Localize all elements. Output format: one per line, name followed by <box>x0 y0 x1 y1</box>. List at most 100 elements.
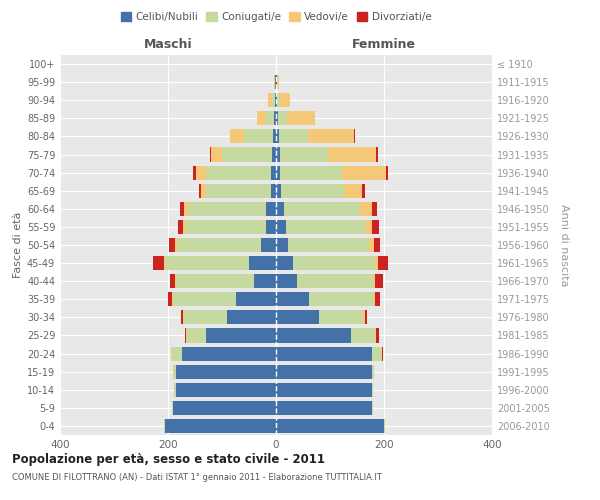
Bar <box>280 93 290 108</box>
Bar <box>386 166 388 179</box>
Bar <box>276 292 310 306</box>
Bar <box>277 75 278 89</box>
Text: Maschi: Maschi <box>143 38 193 52</box>
Bar <box>319 310 364 324</box>
Bar <box>276 166 280 179</box>
Bar <box>384 419 385 433</box>
Bar <box>183 310 184 324</box>
Bar <box>376 256 378 270</box>
Bar <box>271 166 276 179</box>
Bar <box>365 310 367 324</box>
Bar <box>274 112 276 126</box>
Bar <box>266 202 276 216</box>
Bar <box>182 346 276 360</box>
Bar <box>272 148 276 162</box>
Bar <box>287 112 316 126</box>
Bar <box>276 382 372 397</box>
Bar <box>268 93 272 108</box>
Bar <box>172 292 173 306</box>
Text: Popolazione per età, sesso e stato civile - 2011: Popolazione per età, sesso e stato civil… <box>12 452 325 466</box>
Bar <box>274 75 275 89</box>
Bar <box>354 130 355 143</box>
Bar <box>244 130 274 143</box>
Bar <box>365 220 372 234</box>
Bar <box>286 220 365 234</box>
Bar <box>343 184 362 198</box>
Bar <box>376 148 377 162</box>
Bar <box>308 130 354 143</box>
Bar <box>210 148 211 162</box>
Bar <box>185 328 186 342</box>
Bar <box>187 328 206 342</box>
Bar <box>310 292 374 306</box>
Bar <box>178 220 183 234</box>
Bar <box>280 166 343 179</box>
Bar <box>372 364 374 378</box>
Bar <box>350 328 375 342</box>
Bar <box>374 292 376 306</box>
Bar <box>296 274 373 288</box>
Bar <box>276 364 372 378</box>
Bar <box>196 166 206 179</box>
Bar <box>164 256 166 270</box>
Bar <box>186 328 187 342</box>
Bar <box>202 184 206 198</box>
Bar <box>276 328 350 342</box>
Bar <box>271 184 276 198</box>
Bar <box>372 220 379 234</box>
Bar <box>378 256 388 270</box>
Bar <box>177 238 261 252</box>
Bar <box>277 93 280 108</box>
Bar <box>199 184 202 198</box>
Bar <box>235 292 276 306</box>
Y-axis label: Anni di nascita: Anni di nascita <box>559 204 569 286</box>
Bar <box>376 292 380 306</box>
Bar <box>276 184 281 198</box>
Bar <box>266 112 274 126</box>
Bar <box>206 184 271 198</box>
Bar <box>193 166 196 179</box>
Bar <box>266 220 276 234</box>
Bar <box>276 310 319 324</box>
Bar <box>364 310 365 324</box>
Bar <box>230 130 244 143</box>
Bar <box>173 364 176 378</box>
Bar <box>261 238 276 252</box>
Bar <box>172 401 173 415</box>
Y-axis label: Fasce di età: Fasce di età <box>13 212 23 278</box>
Bar <box>276 130 278 143</box>
Bar <box>278 112 287 126</box>
Bar <box>372 401 373 415</box>
Bar <box>281 184 343 198</box>
Bar <box>249 256 276 270</box>
Bar <box>276 112 278 126</box>
Bar <box>184 202 188 216</box>
Bar <box>375 328 376 342</box>
Bar <box>276 238 289 252</box>
Bar <box>185 220 266 234</box>
Legend: Celibi/Nubili, Coniugati/e, Vedovi/e, Divorziati/e: Celibi/Nubili, Coniugati/e, Vedovi/e, Di… <box>116 8 436 26</box>
Bar <box>360 202 371 216</box>
Bar <box>180 202 184 216</box>
Bar <box>382 346 383 360</box>
Bar <box>176 274 254 288</box>
Bar <box>168 292 172 306</box>
Bar <box>284 202 360 216</box>
Bar <box>153 256 164 270</box>
Bar <box>289 238 370 252</box>
Bar <box>176 364 276 378</box>
Bar <box>362 184 365 198</box>
Bar <box>272 93 275 108</box>
Bar <box>372 382 373 397</box>
Bar <box>371 202 377 216</box>
Bar <box>222 148 272 162</box>
Bar <box>372 346 382 360</box>
Bar <box>166 419 276 433</box>
Bar <box>175 238 177 252</box>
Bar <box>374 238 380 252</box>
Bar <box>164 419 166 433</box>
Bar <box>276 274 296 288</box>
Bar <box>175 274 176 288</box>
Bar <box>274 130 276 143</box>
Bar <box>293 256 376 270</box>
